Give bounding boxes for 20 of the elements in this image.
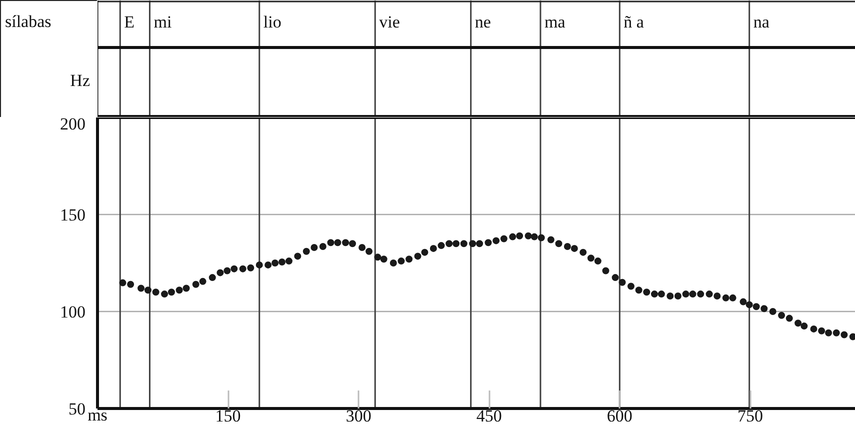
ref-line-label: ne: [474, 12, 491, 32]
x-tick-label: 600: [606, 406, 632, 426]
ref-line-label: ma: [544, 12, 566, 32]
y-tick-label: 150: [60, 206, 86, 224]
text: sílabas: [5, 12, 52, 32]
ref-line-label: vie: [379, 12, 400, 32]
y-tick-label: 50: [68, 400, 86, 418]
x-tick-label: 750: [737, 406, 763, 426]
x-tick-label: 150: [215, 406, 241, 426]
ref-line-label: ñ a: [624, 12, 644, 32]
ref-line-label: E: [124, 12, 135, 32]
y-tick-label: 200: [60, 114, 86, 134]
x-axis-title: ms: [88, 406, 108, 424]
ref-line-label: na: [753, 12, 770, 32]
x-tick-label: 300: [346, 406, 372, 426]
ref-line-label: lio: [263, 12, 282, 32]
x-tick-label: 450: [476, 406, 502, 426]
ref-line-label: mi: [154, 12, 172, 32]
y-axis-title: Hz: [70, 71, 90, 91]
y-tick-label: 100: [60, 302, 86, 322]
